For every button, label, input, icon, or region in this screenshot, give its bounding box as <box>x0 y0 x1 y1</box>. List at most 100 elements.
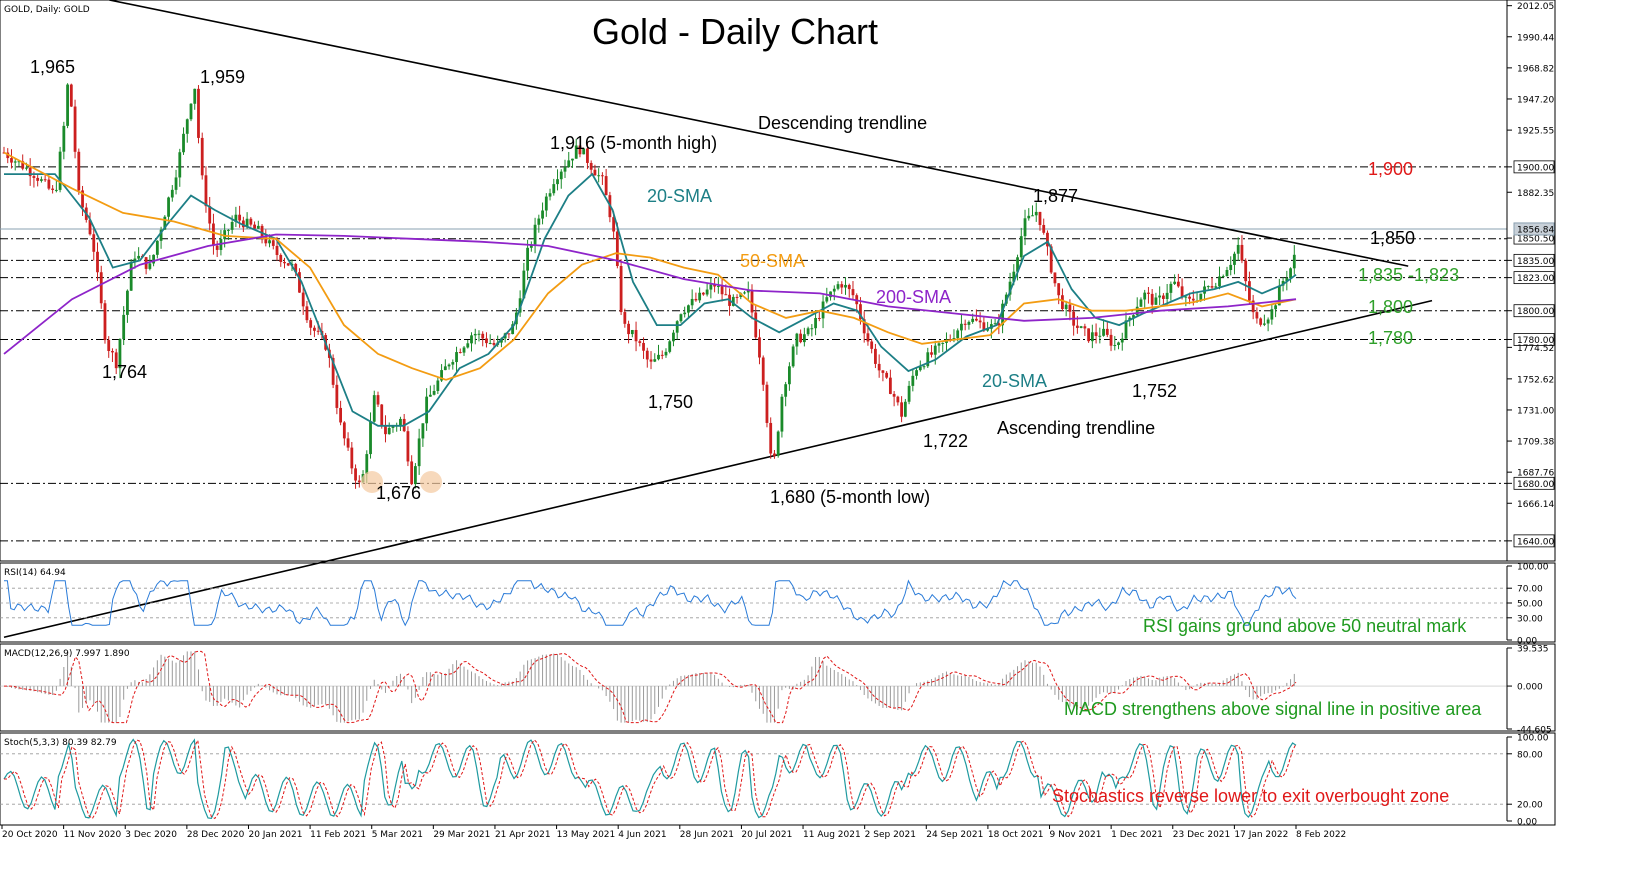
bullish-candle <box>743 292 746 294</box>
bearish-candle <box>847 284 851 290</box>
rsi-line <box>4 579 1297 627</box>
bearish-candle <box>773 453 776 456</box>
bullish-candle <box>387 427 391 435</box>
bearish-candle <box>1255 312 1259 319</box>
bullish-candle <box>163 216 167 230</box>
bullish-candle <box>1173 281 1177 284</box>
date-tick-label: 28 Dec 2020 <box>187 830 245 840</box>
price-tick-label: 1850.50 <box>1517 235 1554 245</box>
bullish-candle <box>58 151 62 190</box>
bearish-candle <box>335 384 339 408</box>
bearish-candle <box>870 341 874 349</box>
bearish-candle <box>32 176 36 178</box>
bearish-candle <box>350 447 354 469</box>
bearish-candle <box>589 162 593 170</box>
date-tick-label: 28 Jun 2021 <box>680 830 734 840</box>
price-tick-label: 1947.20 <box>1517 95 1554 105</box>
bearish-candle <box>638 341 642 343</box>
bearish-candle <box>200 137 204 176</box>
bearish-candle <box>1176 281 1180 287</box>
rsi-tick-label: 50.00 <box>1517 600 1543 610</box>
bullish-candle <box>541 210 544 219</box>
bearish-candle <box>817 318 821 320</box>
bullish-candle <box>687 305 690 313</box>
price-tick-label: 2012.05 <box>1517 2 1554 12</box>
bullish-candle <box>1206 286 1210 288</box>
bullish-candle <box>709 284 713 290</box>
stoch-d-line <box>4 738 1297 820</box>
bearish-candle <box>492 343 496 345</box>
rsi-label: RSI(14) 64.94 <box>4 568 66 578</box>
bearish-candle <box>316 330 320 332</box>
current-price-label: 1856.84 <box>1517 225 1554 235</box>
label-level-1780: 1,780 <box>1368 328 1413 348</box>
bullish-candle <box>148 263 152 269</box>
bearish-candle <box>701 292 705 295</box>
bullish-candle <box>1090 332 1094 342</box>
bearish-candle <box>47 179 51 189</box>
bullish-candle <box>956 330 960 339</box>
macd-tick-label: -44.605 <box>1517 726 1552 736</box>
bearish-candle <box>634 329 638 342</box>
bullish-candle <box>369 421 372 455</box>
bearish-candle <box>481 333 485 339</box>
label-high-1916: 1,916 (5-month high) <box>550 133 717 153</box>
date-tick-label: 24 Sep 2021 <box>926 830 983 840</box>
bearish-candle <box>357 480 361 483</box>
bullish-candle <box>414 466 417 485</box>
bearish-candle <box>309 320 313 328</box>
label-level-1835-1823: 1,835 -1,823 <box>1358 265 1459 285</box>
bullish-candle <box>1008 281 1012 295</box>
price-panel <box>0 0 1556 562</box>
label-level-1900: 1,900 <box>1368 159 1413 179</box>
bullish-candle <box>788 366 791 385</box>
bullish-candle <box>122 314 126 340</box>
bullish-candle <box>477 333 481 335</box>
bearish-candle <box>645 350 649 360</box>
trendlines <box>3 0 1433 639</box>
bearish-candle <box>975 318 978 321</box>
bearish-candle <box>754 312 758 338</box>
bullish-candle <box>1285 278 1289 282</box>
label-200-sma: 200-SMA <box>876 287 951 307</box>
moving-averages <box>3 151 1297 427</box>
bearish-candle <box>750 289 754 313</box>
date-tick-label: 8 Feb 2022 <box>1296 830 1346 840</box>
bullish-candle <box>1289 268 1292 279</box>
bearish-candle <box>1191 298 1195 301</box>
date-tick-label: 29 Mar 2021 <box>433 830 490 840</box>
bullish-candle <box>40 179 43 181</box>
bearish-candle <box>51 188 55 190</box>
bullish-candle <box>911 375 915 386</box>
macd-note: MACD strengthens above signal line in po… <box>1064 699 1482 719</box>
bearish-candle <box>215 245 219 250</box>
symbol-label: GOLD, Daily: GOLD <box>4 5 90 15</box>
bullish-candle <box>1274 305 1277 310</box>
bearish-candle <box>874 348 877 364</box>
bearish-candle <box>724 294 728 296</box>
bearish-candle <box>619 266 623 313</box>
bearish-candle <box>485 338 488 344</box>
bullish-candle <box>1124 320 1128 339</box>
bullish-candle <box>926 352 930 367</box>
bearish-candle <box>1240 244 1244 261</box>
bullish-candle <box>922 366 926 368</box>
label-20-sma-bottom: 20-SMA <box>982 371 1047 391</box>
bullish-candle <box>556 179 559 185</box>
ma-line-50-sma <box>3 151 1297 381</box>
bullish-candle <box>189 103 193 120</box>
bullish-candle <box>529 244 533 248</box>
date-tick-label: 2 Sep 2021 <box>865 830 916 840</box>
bullish-candle <box>227 229 230 231</box>
label-20-sma-top: 20-SMA <box>647 186 712 206</box>
price-tick-label: 1882.35 <box>1517 189 1554 199</box>
rsi-tick-label: 70.00 <box>1517 585 1543 595</box>
bearish-candle <box>1049 246 1053 273</box>
bullish-candle <box>488 343 492 345</box>
bearish-candle <box>238 214 242 221</box>
price-tick-label: 1968.82 <box>1517 64 1554 74</box>
bearish-candle <box>458 352 462 354</box>
bullish-candle <box>1079 326 1083 328</box>
bullish-candle <box>62 125 66 152</box>
date-tick-label: 20 Jul 2021 <box>741 830 792 840</box>
